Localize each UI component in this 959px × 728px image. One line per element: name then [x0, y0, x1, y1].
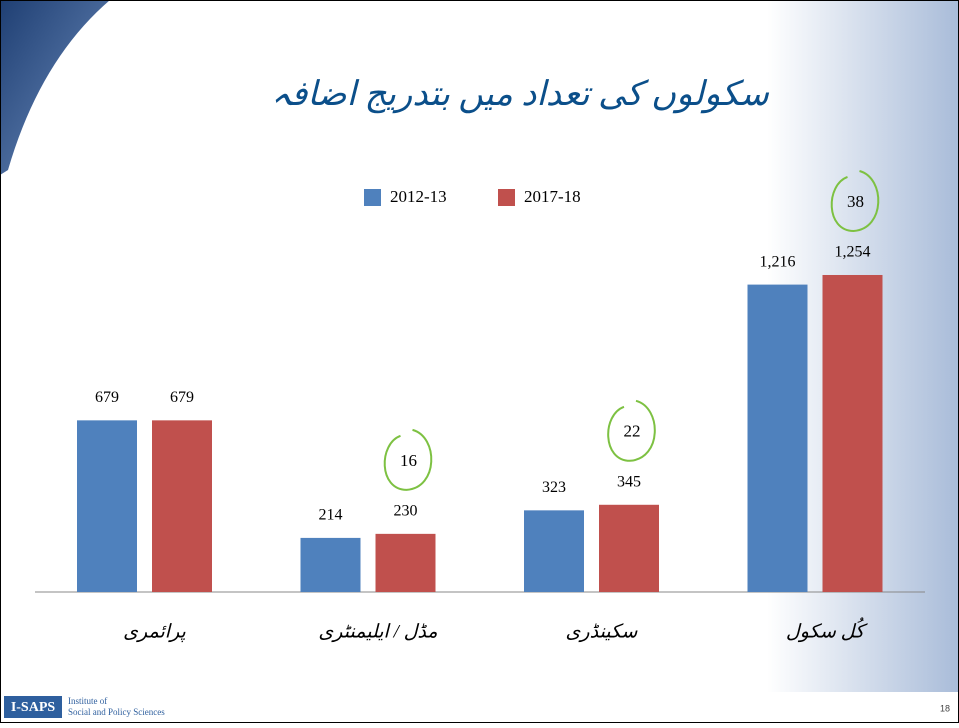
data-label: 230: [394, 503, 418, 520]
institute-line: Institute of: [68, 696, 107, 706]
legend-swatch: [498, 189, 515, 206]
legend-label: 2012-13: [390, 187, 447, 206]
footer-band: [0, 692, 959, 723]
x-tick-label: پرائمری: [123, 621, 186, 642]
annotation: 38: [847, 192, 864, 211]
x-tick-label: کُل سکول: [786, 617, 868, 642]
bar: [599, 504, 659, 592]
page-number: 18: [940, 703, 950, 713]
bar: [747, 284, 808, 592]
legend-label: 2017-18: [524, 187, 581, 206]
chart-title: سکولوں کی تعداد میں بتدریج اضافہ: [271, 76, 769, 114]
bar: [822, 274, 883, 592]
x-tick-label: سکینڈری: [566, 621, 639, 642]
annotation-circle: [607, 399, 656, 462]
annotation: 22: [624, 422, 641, 441]
corner-swoosh: [0, 0, 110, 175]
data-label: 679: [95, 389, 119, 406]
logo-text: I-SAPS: [11, 700, 56, 715]
x-tick-label: مڈل / ایلیمنٹری: [318, 621, 437, 642]
annotation-circle: [830, 170, 880, 232]
data-label: 214: [319, 507, 343, 524]
bar: [77, 420, 137, 592]
bar: [524, 510, 584, 592]
annotation: 16: [400, 451, 417, 470]
annotation-circle: [383, 428, 433, 491]
data-label: 345: [617, 473, 641, 490]
data-label: 1,254: [835, 244, 871, 261]
data-label: 679: [170, 389, 194, 406]
bar: [375, 533, 436, 592]
bar: [152, 420, 212, 592]
data-label: 323: [542, 479, 566, 496]
legend-swatch: [364, 189, 381, 206]
logo-box: [4, 696, 62, 718]
data-label: 1,216: [760, 253, 796, 270]
bar: [300, 537, 361, 592]
institute-line: Social and Policy Sciences: [68, 707, 165, 717]
